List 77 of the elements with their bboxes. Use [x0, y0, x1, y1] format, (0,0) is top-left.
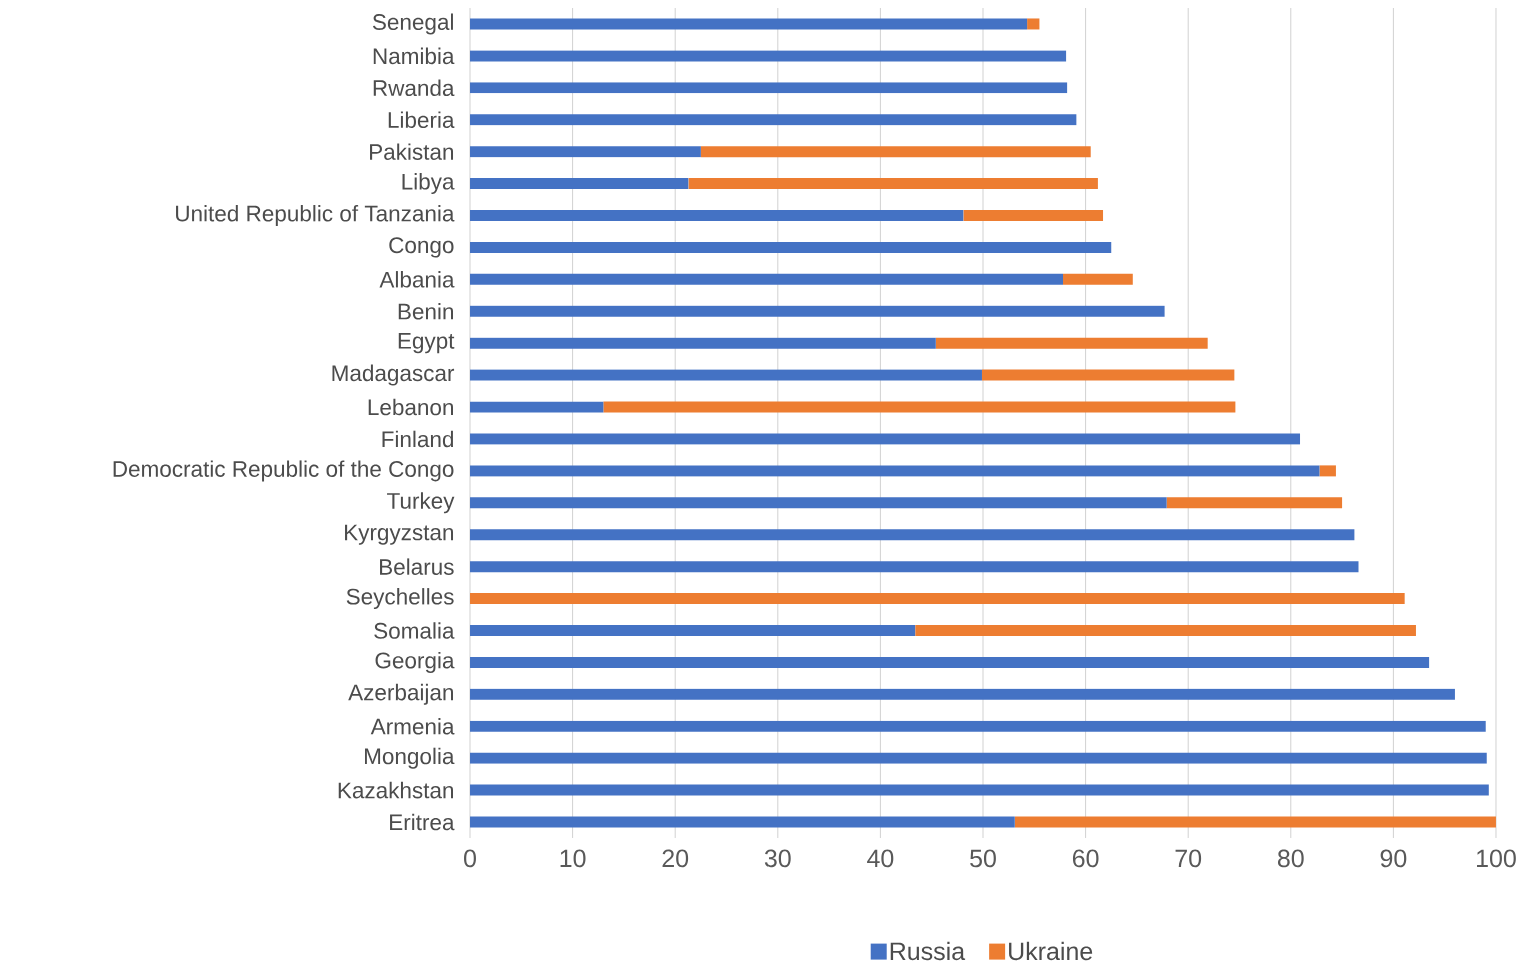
- x-tick-label: 70: [1175, 849, 1202, 868]
- bar: [470, 146, 701, 158]
- y-tick-label: Congo: [389, 237, 454, 258]
- bar: [470, 816, 1015, 828]
- bar: [1319, 465, 1336, 477]
- y-tick-label: Democratic Republic of the Congo: [113, 460, 454, 482]
- bar: [470, 337, 936, 349]
- y-tick-label: Armenia: [370, 718, 455, 735]
- bar: [688, 178, 1098, 190]
- y-tick-label: Belarus: [380, 558, 454, 575]
- y-tick-label: United Republic of Tanzania: [176, 205, 455, 226]
- bar: [1027, 18, 1040, 30]
- bar: [470, 688, 1455, 700]
- bar: [700, 146, 1091, 158]
- bar: [470, 210, 964, 221]
- bar: [470, 178, 689, 190]
- y-tick-label: Kazakhstan: [338, 781, 453, 799]
- y-tick-label: Kyrgyzstan: [345, 524, 454, 545]
- y-tick-label: Finland: [382, 430, 454, 448]
- bar: [470, 720, 1486, 732]
- x-tick-label: 30: [764, 849, 791, 868]
- bar: [470, 752, 1487, 764]
- bar: [470, 529, 1355, 541]
- bar: [470, 114, 1077, 126]
- y-tick-label: Eritrea: [390, 813, 455, 831]
- y-tick-label: Madagascar: [332, 364, 455, 386]
- x-tick-label: 20: [662, 849, 689, 868]
- legend-label: Russia: [890, 941, 966, 961]
- x-tick-label: 0: [464, 849, 476, 868]
- bar: [470, 593, 1405, 605]
- bar: [470, 401, 604, 413]
- y-tick-label: Senegal: [372, 13, 453, 35]
- bar: [603, 401, 1236, 413]
- bar: [470, 305, 1165, 317]
- y-tick-label: Pakistan: [370, 143, 454, 160]
- y-tick-label: Namibia: [373, 47, 455, 65]
- x-tick-label: 40: [867, 849, 894, 868]
- y-tick-label: Rwanda: [373, 79, 455, 97]
- bar: [470, 497, 1167, 509]
- y-tick-label: Libya: [402, 173, 455, 195]
- bar: [470, 625, 916, 636]
- y-tick-label: Mongolia: [365, 747, 455, 769]
- y-tick-label: Benin: [398, 303, 453, 320]
- bar: [1014, 816, 1496, 828]
- x-tick-label: 100: [1477, 849, 1516, 868]
- y-tick-label: Georgia: [375, 651, 455, 673]
- bar: [470, 656, 1430, 668]
- y-tick-label: Albania: [379, 271, 455, 288]
- y-tick-label: Turkey: [387, 492, 455, 514]
- x-tick-label: 90: [1380, 849, 1407, 868]
- bar: [470, 18, 1028, 30]
- x-tick-label: 10: [560, 849, 586, 868]
- bar: [470, 241, 1112, 253]
- bar: [915, 625, 1416, 636]
- bar: [470, 82, 1068, 94]
- x-tick-label: 50: [970, 849, 996, 868]
- bar: [470, 561, 1359, 573]
- bar: [963, 210, 1104, 221]
- bar: [935, 337, 1208, 349]
- y-tick-label: Somalia: [374, 622, 455, 639]
- y-tick-label: Azerbaijan: [348, 683, 453, 705]
- x-tick-label: 80: [1277, 849, 1304, 868]
- bar: [470, 273, 1064, 285]
- bar: [470, 50, 1067, 62]
- x-tick-label: 60: [1072, 849, 1099, 868]
- y-tick-label: Seychelles: [346, 588, 454, 610]
- y-tick-label: Egypt: [398, 333, 455, 354]
- y-tick-label: Liberia: [388, 111, 455, 128]
- bar: [470, 433, 1301, 445]
- bar: [1166, 497, 1343, 509]
- y-tick-label: Lebanon: [368, 398, 453, 416]
- legend-label: Ukraine: [1009, 941, 1093, 961]
- bar: [470, 784, 1489, 796]
- bar: [981, 369, 1235, 381]
- bar: [470, 465, 1320, 477]
- bar: [470, 369, 982, 381]
- bar: [1063, 273, 1133, 285]
